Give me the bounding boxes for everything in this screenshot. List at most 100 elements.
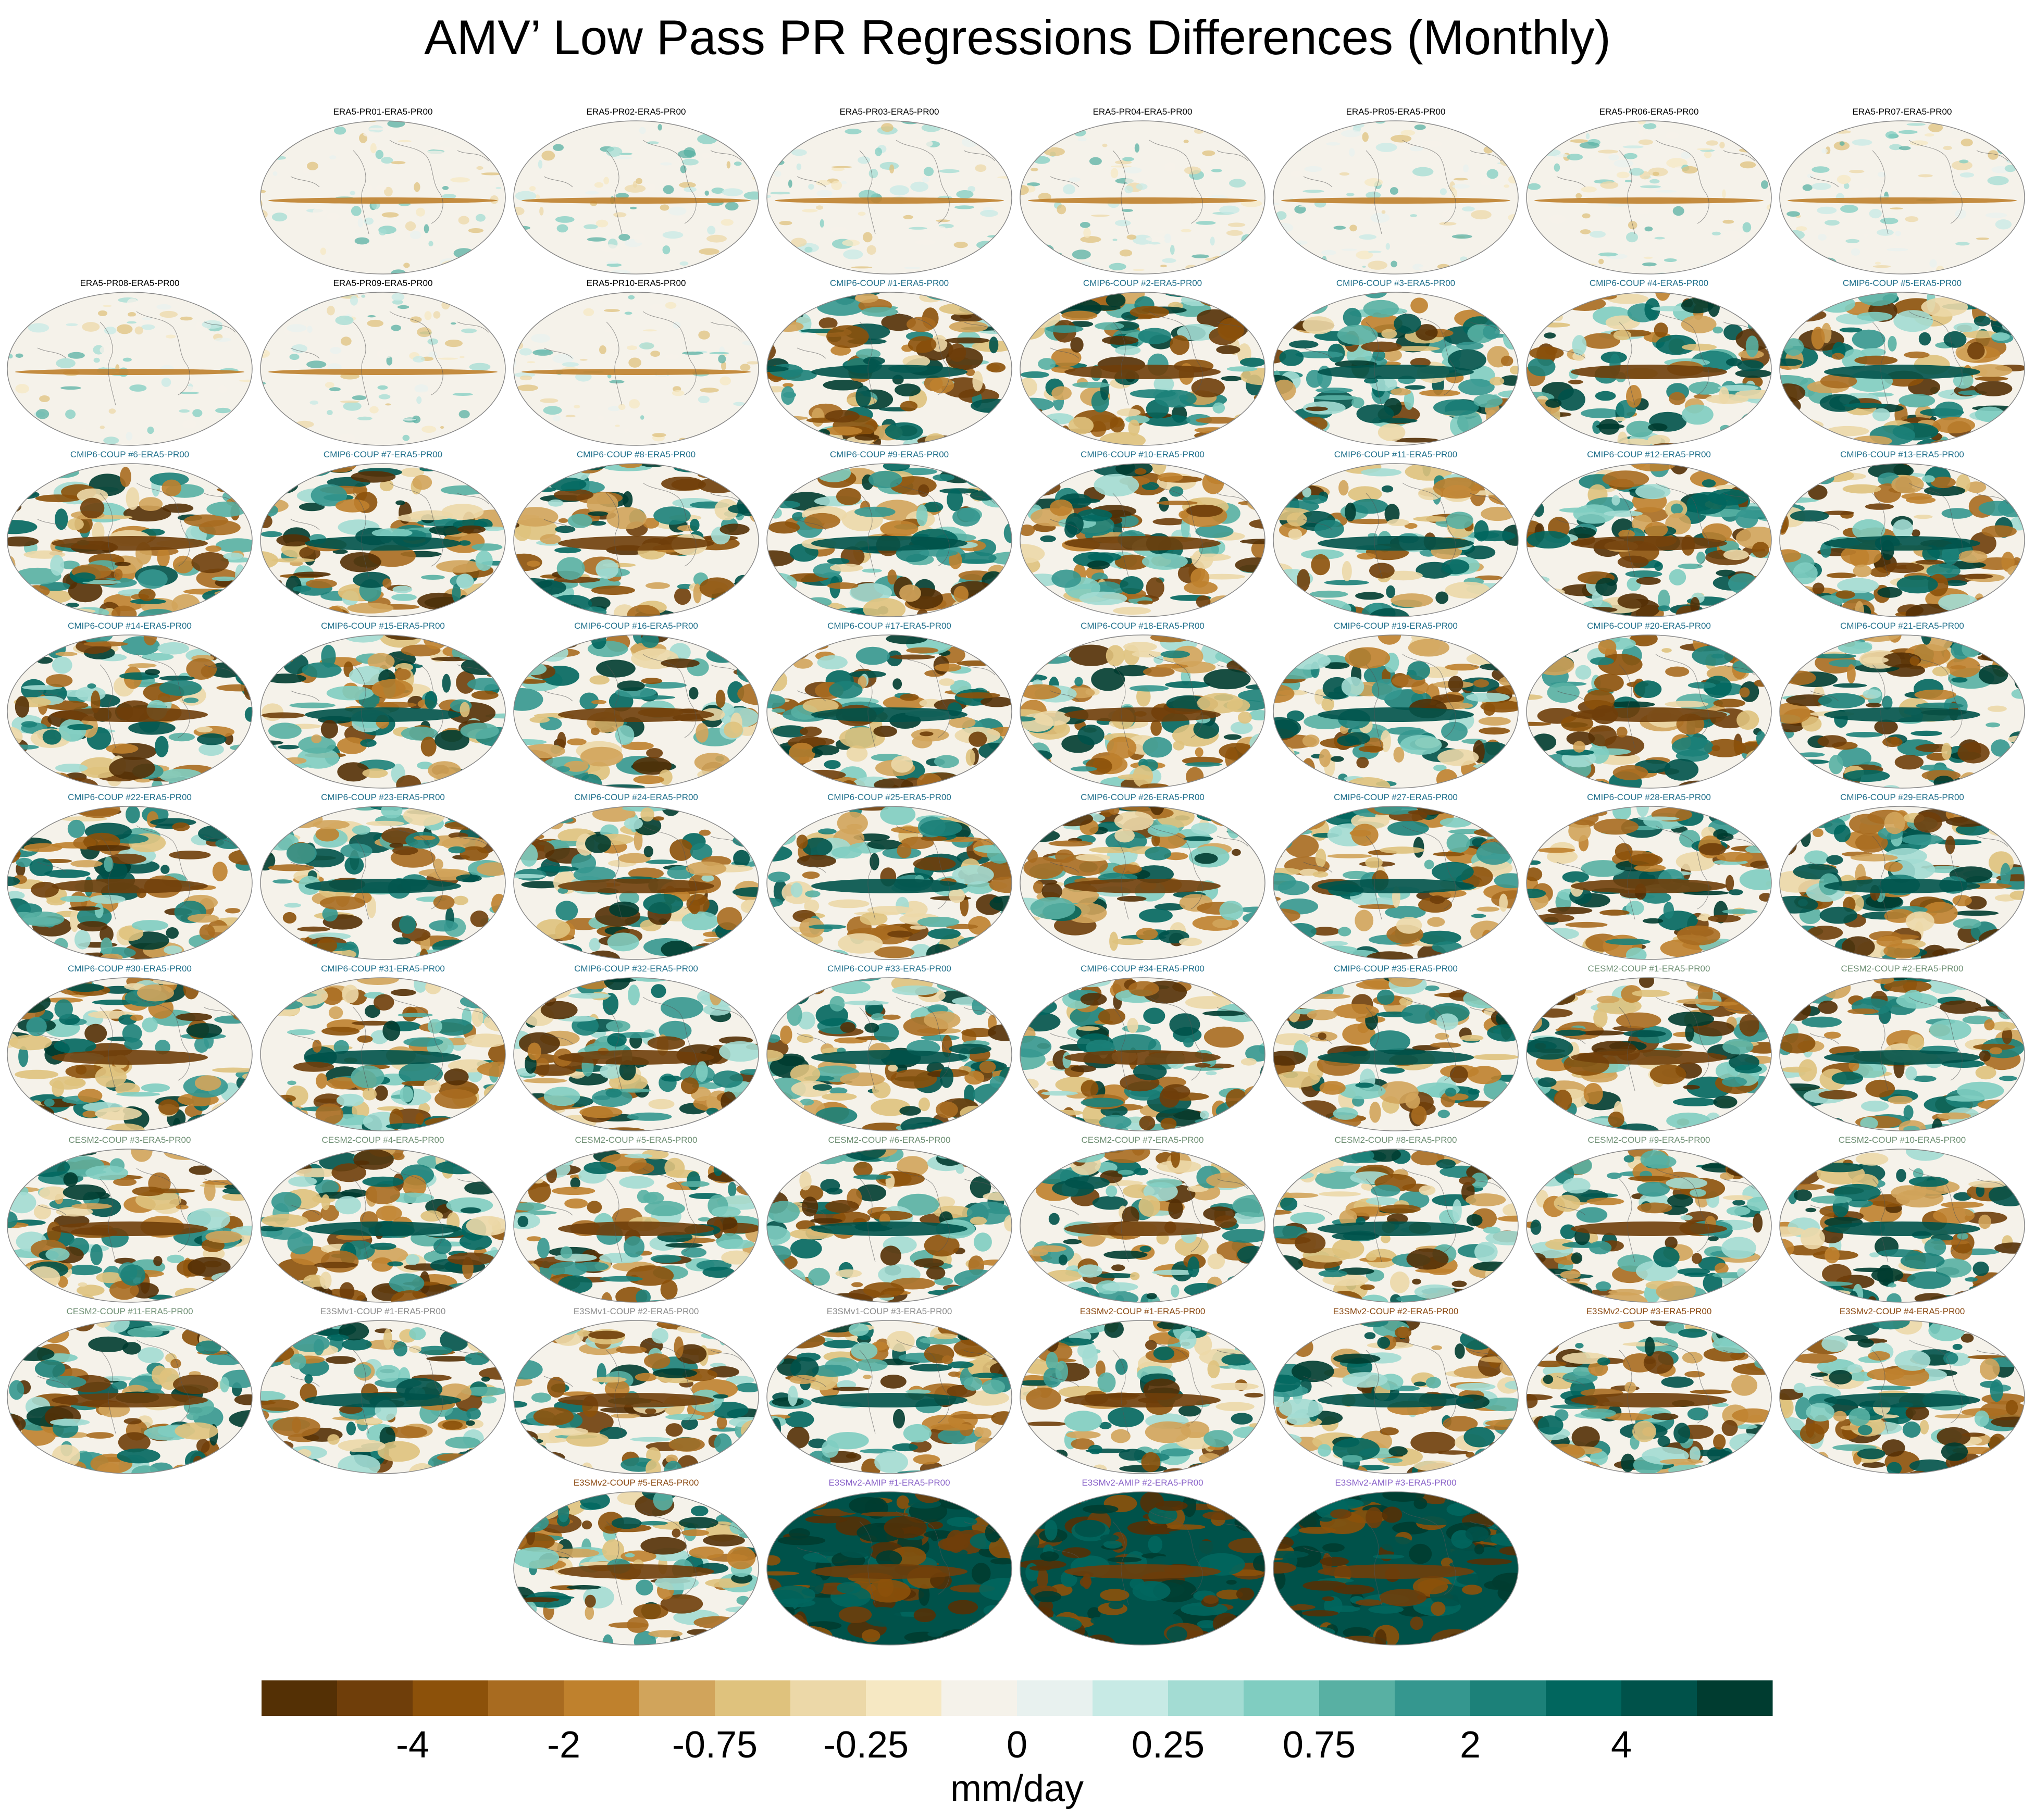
global-map: [260, 634, 506, 789]
global-map: [1273, 292, 1519, 446]
map-panel: CMIP6-COUP #23-ERA5-PR00: [256, 792, 510, 964]
panel-title: E3SMv2-COUP #3-ERA5-PR00: [1586, 1306, 1712, 1316]
global-map: [513, 1491, 759, 1646]
panel-title: ERA5-PR06-ERA5-PR00: [1599, 107, 1699, 117]
global-map: [766, 292, 1012, 446]
global-map: [260, 463, 506, 617]
global-map: [1020, 634, 1265, 789]
global-map: [1273, 806, 1519, 960]
map-panel: CMIP6-COUP #35-ERA5-PR00: [1269, 964, 1522, 1136]
global-map: [513, 1320, 759, 1474]
global-map: [1020, 806, 1265, 960]
map-panel: CMIP6-COUP #2-ERA5-PR00: [1016, 278, 1269, 450]
panel-title: CESM2-COUP #2-ERA5-PR00: [1841, 964, 1964, 974]
global-map: [1273, 1320, 1519, 1474]
panel-title: E3SMv2-COUP #2-ERA5-PR00: [1333, 1306, 1459, 1316]
panel-title: CESM2-COUP #3-ERA5-PR00: [68, 1135, 191, 1145]
global-map: [1779, 292, 2025, 446]
panel-title: CMIP6-COUP #30-ERA5-PR00: [68, 964, 192, 974]
map-panel: CMIP6-COUP #16-ERA5-PR00: [510, 621, 763, 793]
panel-title: ERA5-PR03-ERA5-PR00: [839, 107, 939, 117]
panel-title: E3SMv1-COUP #2-ERA5-PR00: [573, 1306, 699, 1316]
global-map: [7, 1320, 253, 1474]
map-panel: E3SMv2-COUP #2-ERA5-PR00: [1269, 1306, 1522, 1478]
map-panel: CMIP6-COUP #10-ERA5-PR00: [1016, 450, 1269, 621]
panel-title: CMIP6-COUP #13-ERA5-PR00: [1840, 450, 1964, 459]
map-panel: CMIP6-COUP #12-ERA5-PR00: [1522, 450, 1776, 621]
panel-title: CMIP6-COUP #11-ERA5-PR00: [1334, 450, 1458, 459]
panel-title: CMIP6-COUP #21-ERA5-PR00: [1840, 621, 1964, 631]
global-map: [1020, 292, 1265, 446]
panel-title: CESM2-COUP #6-ERA5-PR00: [828, 1135, 951, 1145]
global-map: [513, 292, 759, 446]
map-panel: CMIP6-COUP #9-ERA5-PR00: [763, 450, 1016, 621]
global-map: [766, 977, 1012, 1131]
panel-title: ERA5-PR09-ERA5-PR00: [333, 278, 433, 288]
map-panel: CMIP6-COUP #6-ERA5-PR00: [3, 450, 256, 621]
map-panel: CESM2-COUP #6-ERA5-PR00: [763, 1135, 1016, 1307]
map-panel: ERA5-PR02-ERA5-PR00: [510, 107, 763, 279]
panel-title: CMIP6-COUP #25-ERA5-PR00: [827, 792, 951, 802]
panel-title: CMIP6-COUP #22-ERA5-PR00: [68, 792, 192, 802]
map-panel: ERA5-PR06-ERA5-PR00: [1522, 107, 1776, 279]
map-panel: E3SMv2-COUP #1-ERA5-PR00: [1016, 1306, 1269, 1478]
panel-title: CMIP6-COUP #34-ERA5-PR00: [1081, 964, 1205, 974]
map-panel: CMIP6-COUP #17-ERA5-PR00: [763, 621, 1016, 793]
global-map: [766, 120, 1012, 275]
map-panel: CMIP6-COUP #8-ERA5-PR00: [510, 450, 763, 621]
panel-title: ERA5-PR01-ERA5-PR00: [333, 107, 433, 117]
map-panel: CMIP6-COUP #29-ERA5-PR00: [1776, 792, 2029, 964]
panel-title: CMIP6-COUP #18-ERA5-PR00: [1081, 621, 1205, 631]
map-panel: CESM2-COUP #3-ERA5-PR00: [3, 1135, 256, 1307]
chart-title: AMV’ Low Pass PR Regressions Differences…: [424, 10, 1611, 65]
panel-title: ERA5-PR08-ERA5-PR00: [80, 278, 180, 288]
map-panel: E3SMv2-AMIP #2-ERA5-PR00: [1016, 1478, 1269, 1650]
map-panel: CMIP6-COUP #26-ERA5-PR00: [1016, 792, 1269, 964]
global-map: [260, 1149, 506, 1303]
global-map: [260, 1320, 506, 1474]
panel-title: CMIP6-COUP #27-ERA5-PR00: [1334, 792, 1458, 802]
map-panel: CMIP6-COUP #30-ERA5-PR00: [3, 964, 256, 1136]
map-panel: CMIP6-COUP #19-ERA5-PR00: [1269, 621, 1522, 793]
map-panel: CMIP6-COUP #3-ERA5-PR00: [1269, 278, 1522, 450]
map-panel: E3SMv2-COUP #3-ERA5-PR00: [1522, 1306, 1776, 1478]
panel-title: E3SMv2-COUP #5-ERA5-PR00: [573, 1478, 699, 1488]
map-panel: CMIP6-COUP #21-ERA5-PR00: [1776, 621, 2029, 793]
panel-title: CMIP6-COUP #20-ERA5-PR00: [1587, 621, 1711, 631]
map-panel: ERA5-PR07-ERA5-PR00: [1776, 107, 2029, 279]
map-panel: E3SMv1-COUP #1-ERA5-PR00: [256, 1306, 510, 1478]
panel-title: CMIP6-COUP #16-ERA5-PR00: [574, 621, 698, 631]
panel-title: CESM2-COUP #4-ERA5-PR00: [321, 1135, 444, 1145]
global-map: [7, 977, 253, 1131]
global-map: [513, 463, 759, 617]
panel-title: CMIP6-COUP #35-ERA5-PR00: [1334, 964, 1458, 974]
map-panel: ERA5-PR05-ERA5-PR00: [1269, 107, 1522, 279]
map-panel: CMIP6-COUP #32-ERA5-PR00: [510, 964, 763, 1136]
map-panel: CESM2-COUP #1-ERA5-PR00: [1522, 964, 1776, 1136]
map-panel: CMIP6-COUP #33-ERA5-PR00: [763, 964, 1016, 1136]
map-panel: CESM2-COUP #7-ERA5-PR00: [1016, 1135, 1269, 1307]
map-panel: CMIP6-COUP #15-ERA5-PR00: [256, 621, 510, 793]
map-panel: ERA5-PR01-ERA5-PR00: [256, 107, 510, 279]
global-map: [1526, 463, 1772, 617]
map-panel: CESM2-COUP #5-ERA5-PR00: [510, 1135, 763, 1307]
panel-title: CMIP6-COUP #14-ERA5-PR00: [68, 621, 192, 631]
panel-title: CMIP6-COUP #10-ERA5-PR00: [1081, 450, 1205, 459]
map-panel: CMIP6-COUP #22-ERA5-PR00: [3, 792, 256, 964]
global-map: [766, 1491, 1012, 1646]
panel-title: E3SMv1-COUP #3-ERA5-PR00: [826, 1306, 952, 1316]
panel-title: CMIP6-COUP #6-ERA5-PR00: [70, 450, 190, 459]
panel-title: CMIP6-COUP #3-ERA5-PR00: [1336, 278, 1456, 288]
global-map: [260, 977, 506, 1131]
global-map: [513, 634, 759, 789]
map-panel: CMIP6-COUP #28-ERA5-PR00: [1522, 792, 1776, 964]
global-map: [1273, 634, 1519, 789]
map-panel: ERA5-PR08-ERA5-PR00: [3, 278, 256, 450]
global-map: [1526, 634, 1772, 789]
panel-title: CESM2-COUP #5-ERA5-PR00: [575, 1135, 698, 1145]
panel-title: CMIP6-COUP #24-ERA5-PR00: [574, 792, 698, 802]
global-map: [1779, 806, 2025, 960]
panel-title: ERA5-PR02-ERA5-PR00: [586, 107, 686, 117]
panel-title: CMIP6-COUP #32-ERA5-PR00: [574, 964, 698, 974]
map-panel: CMIP6-COUP #13-ERA5-PR00: [1776, 450, 2029, 621]
